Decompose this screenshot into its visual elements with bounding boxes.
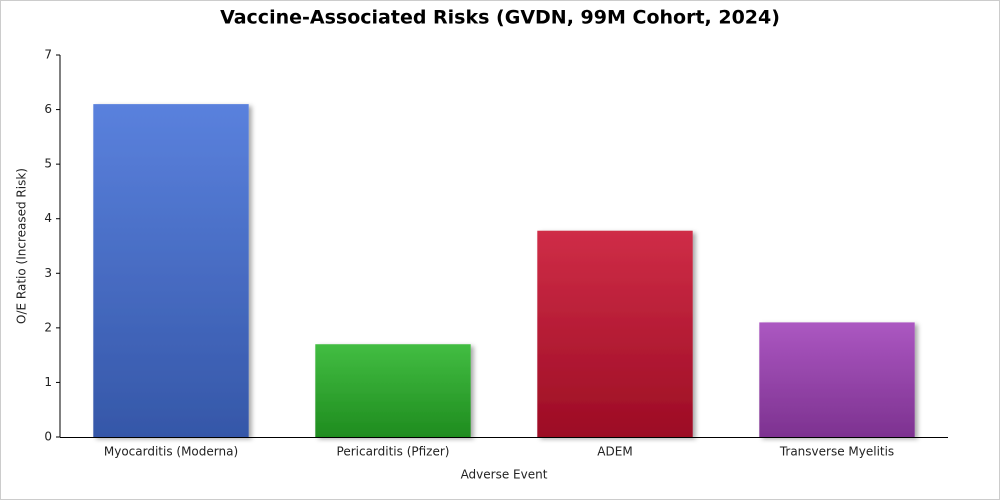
y-axis-label: O/E Ratio (Increased Risk) <box>15 168 29 324</box>
y-tick-label: 0 <box>44 430 52 444</box>
y-tick-label: 1 <box>44 375 52 389</box>
bar <box>759 322 915 437</box>
chart-title: Vaccine-Associated Risks (GVDN, 99M Coho… <box>220 7 780 29</box>
x-tick-label: ADEM <box>597 445 632 459</box>
y-tick-label: 3 <box>44 266 52 280</box>
y-tick-label: 5 <box>44 157 52 171</box>
y-tick-label: 6 <box>44 102 52 116</box>
bar <box>315 344 471 437</box>
x-tick-label: Transverse Myelitis <box>779 445 894 459</box>
y-tick-label: 4 <box>44 211 52 225</box>
bar <box>537 230 693 437</box>
y-tick-label: 7 <box>44 48 52 62</box>
y-tick-label: 2 <box>44 320 52 334</box>
x-tick-label: Pericarditis (Pfizer) <box>337 445 450 459</box>
bar <box>93 104 249 437</box>
x-tick-label: Myocarditis (Moderna) <box>104 445 238 459</box>
x-axis-label: Adverse Event <box>461 468 548 482</box>
